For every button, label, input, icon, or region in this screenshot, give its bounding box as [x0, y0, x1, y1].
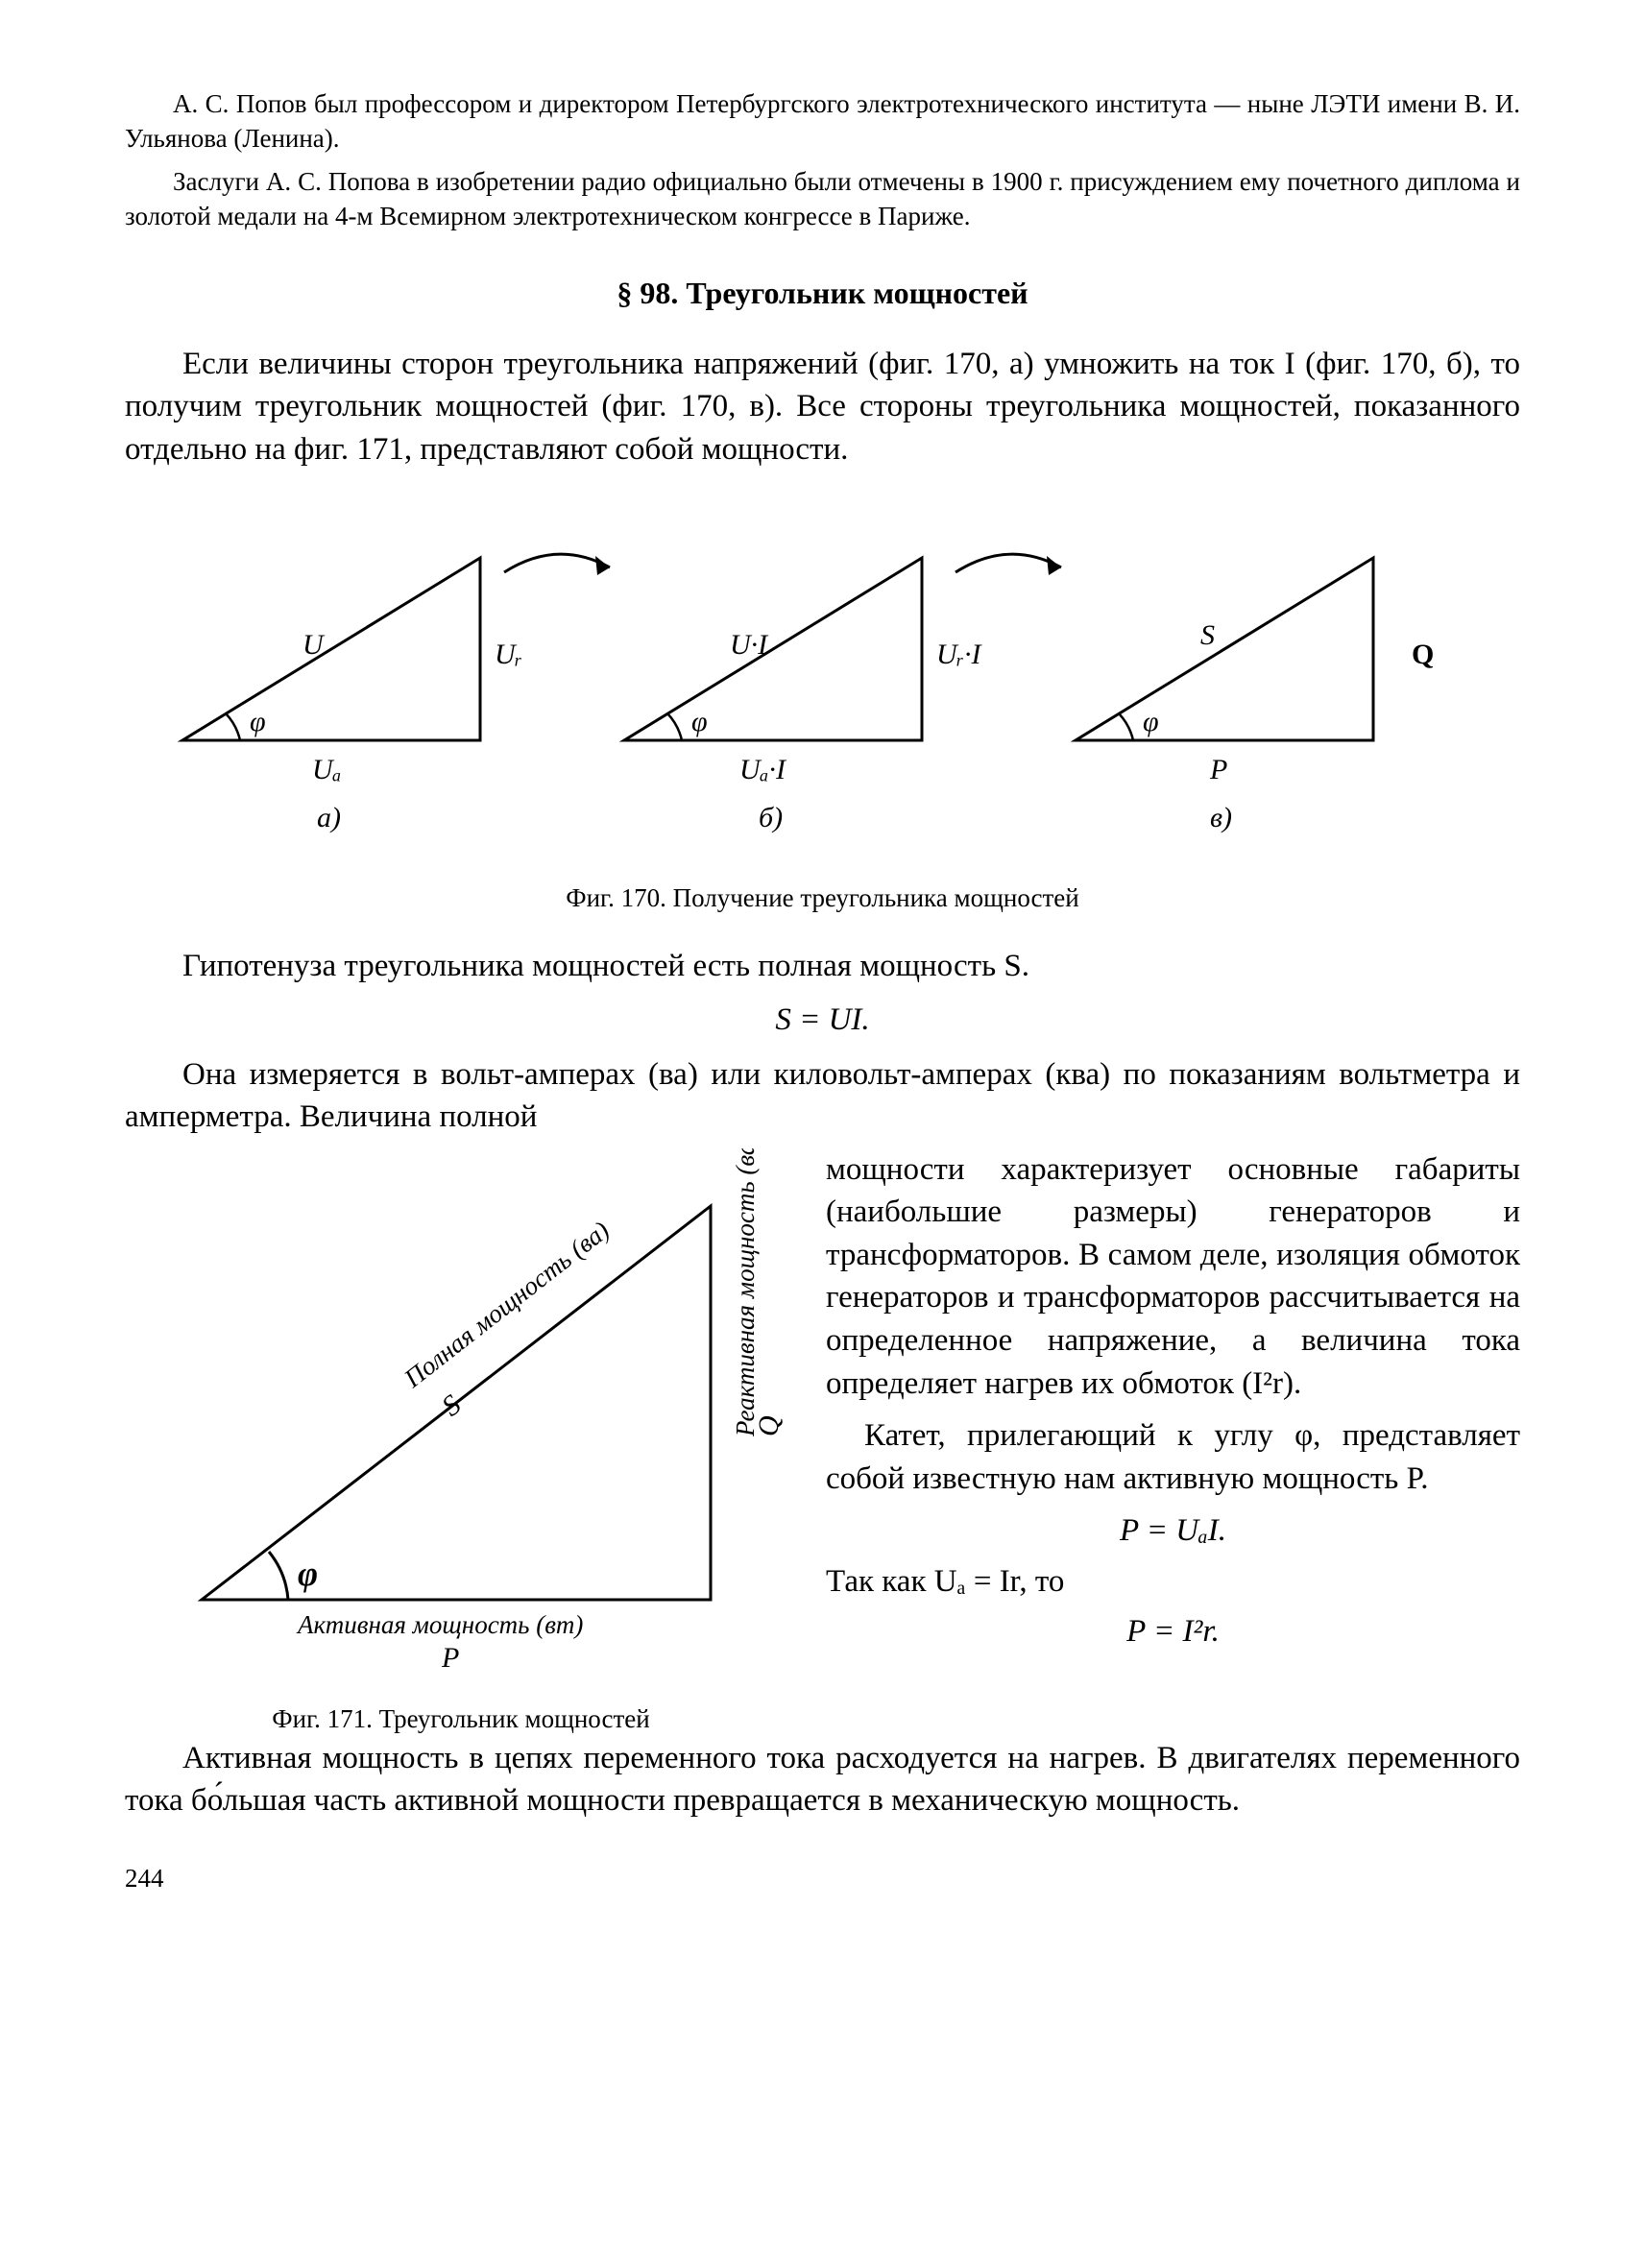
figure-170: φ U Uᵣ Uₐ а) φ U·I Uᵣ·I Uₐ·I б) φ S Q	[125, 500, 1520, 872]
paragraph-3-lead: Она измеряется в вольт-амперах (ва) или …	[125, 1053, 1520, 1139]
page-number: 244	[125, 1861, 1520, 1895]
figure-171-column: φ Полная мощность (ва) S Реактивная мощн…	[125, 1148, 797, 1737]
triangle-a-angle: φ	[250, 706, 266, 737]
triangle-a-hyp: U	[302, 629, 326, 661]
triangle-b-hyp: U·I	[730, 629, 769, 661]
equation-p-i2r: P = I²r.	[826, 1610, 1520, 1653]
triangle-c-base: P	[1209, 754, 1227, 785]
triangle-b-angle: φ	[691, 706, 708, 737]
fig171-side-label: Реактивная мощность (вар)	[731, 1148, 760, 1437]
equation-s-ui: S = UI.	[125, 999, 1520, 1042]
equation-p-uai: P = UₐI.	[826, 1509, 1520, 1553]
triangle-b-side: Uᵣ·I	[936, 639, 983, 670]
intro-paragraph-2: Заслуги А. С. Попова в изобретении радио…	[125, 164, 1520, 234]
triangle-a: φ U Uᵣ Uₐ а)	[182, 558, 522, 833]
triangle-c-angle: φ	[1143, 706, 1159, 737]
fig171-s: S	[436, 1388, 467, 1422]
triangle-c-sub: в)	[1210, 802, 1232, 833]
paragraph-1: Если величины сторон треугольника напряж…	[125, 343, 1520, 471]
section-title: § 98. Треугольник мощностей	[125, 273, 1520, 314]
paragraph-final: Активная мощность в цепях переменного то…	[125, 1737, 1520, 1822]
triangle-a-side: Uᵣ	[495, 639, 522, 670]
figure-170-svg: φ U Uᵣ Uₐ а) φ U·I Uᵣ·I Uₐ·I б) φ S Q	[125, 500, 1517, 865]
line-tak-kak: Так как Uₐ = Ir, то	[826, 1560, 1520, 1604]
triangle-b-base: Uₐ·I	[739, 754, 787, 785]
figure-171-caption: Фиг. 171. Треугольник мощностей	[125, 1701, 797, 1736]
figure-170-caption: Фиг. 170. Получение треугольника мощност…	[125, 881, 1520, 915]
right-p2: Катет, прилегающий к углу φ, представляе…	[826, 1414, 1520, 1500]
two-column-region: φ Полная мощность (ва) S Реактивная мощн…	[125, 1148, 1520, 1737]
figure-171-svg: φ Полная мощность (ва) S Реактивная мощн…	[125, 1148, 797, 1686]
arrow-2	[956, 554, 1061, 572]
intro-paragraph-1: А. С. Попов был профессором и директором…	[125, 86, 1520, 157]
fig171-p: P	[441, 1642, 459, 1674]
fig171-base-label: Активная мощность (вт)	[296, 1610, 583, 1639]
arrow-1	[504, 554, 610, 572]
triangle-c: φ S Q P в)	[1076, 558, 1434, 833]
triangle-c-side: Q	[1412, 639, 1434, 670]
fig171-q: Q	[753, 1415, 785, 1436]
triangle-b-sub: б)	[759, 802, 783, 833]
triangle-c-hyp: S	[1200, 619, 1215, 651]
right-p1: мощности характеризует основные габариты…	[826, 1148, 1520, 1405]
triangle-b: φ U·I Uᵣ·I Uₐ·I б)	[624, 558, 983, 833]
fig171-angle: φ	[298, 1555, 318, 1593]
paragraph-2: Гипотенуза треугольника мощностей есть п…	[125, 945, 1520, 988]
triangle-a-sub: а)	[317, 802, 341, 833]
triangle-a-base: Uₐ	[312, 754, 341, 785]
right-text-column: мощности характеризует основные габариты…	[826, 1148, 1520, 1737]
